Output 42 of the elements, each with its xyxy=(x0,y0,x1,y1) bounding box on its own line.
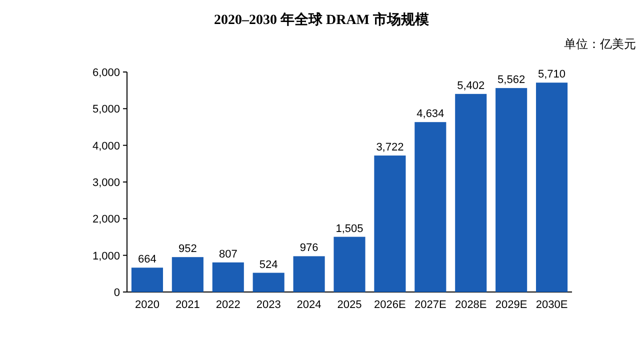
y-tick-label: 3,000 xyxy=(92,177,120,189)
y-tick-label: 4,000 xyxy=(92,140,120,152)
data-label: 976 xyxy=(300,242,318,254)
bar xyxy=(536,82,568,292)
x-tick-label: 2022 xyxy=(216,299,240,311)
x-tick-label: 2026E xyxy=(374,299,406,311)
bar xyxy=(252,272,284,292)
data-label: 807 xyxy=(218,248,238,260)
bar xyxy=(131,268,164,292)
y-tick-label: 0 xyxy=(114,287,120,299)
x-tick-label: 2029E xyxy=(495,299,528,311)
y-tick-label: 5,000 xyxy=(92,104,120,116)
x-tick-label: 2030E xyxy=(536,299,568,311)
data-label: 5,562 xyxy=(498,74,526,86)
x-tick-label: 2028E xyxy=(454,299,487,311)
x-tick-label: 2020 xyxy=(134,299,160,311)
bar xyxy=(334,236,366,292)
bar xyxy=(414,122,446,292)
bar xyxy=(293,256,325,292)
data-label: 952 xyxy=(178,243,197,256)
x-tick-label: 2023 xyxy=(256,299,281,311)
data-label: 4,634 xyxy=(416,108,444,120)
y-tick-label: 1,000 xyxy=(92,250,120,262)
y-tick-label: 6,000 xyxy=(92,67,120,79)
x-tick-label: 2021 xyxy=(175,299,200,311)
data-label: 524 xyxy=(259,258,278,271)
data-label: 3,722 xyxy=(376,142,404,154)
bar xyxy=(455,94,487,292)
y-tick-label: 2,000 xyxy=(92,214,120,226)
bar xyxy=(374,156,406,292)
bar xyxy=(212,262,244,292)
data-label: 664 xyxy=(138,254,156,266)
text: 单位：亿美元 xyxy=(564,37,636,51)
x-tick-label: 2025 xyxy=(337,299,362,311)
x-tick-label: 2024 xyxy=(296,299,322,311)
data-label: 1,505 xyxy=(336,222,364,235)
chart-title: 2020–2030 年全球 DRAM 市场规模 xyxy=(214,11,430,28)
data-label: 5,402 xyxy=(457,80,485,92)
data-label: 5,710 xyxy=(538,68,566,81)
bar xyxy=(496,88,528,292)
x-tick-label: 2027E xyxy=(414,299,446,311)
bar xyxy=(172,257,204,292)
